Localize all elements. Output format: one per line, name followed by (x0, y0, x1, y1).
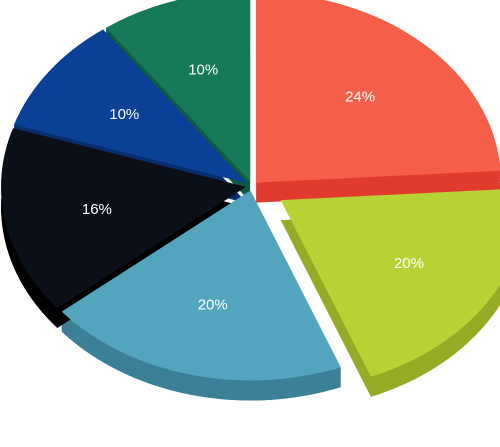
slice-label-4: 10% (109, 106, 139, 123)
slice-rim-1 (370, 284, 500, 397)
slice-label-3: 16% (82, 201, 112, 218)
slice-label-2: 20% (198, 297, 228, 314)
slice-0 (256, 0, 500, 183)
slice-2 (61, 190, 341, 381)
slice-labels: 24% 20% 20% 16% 10% 10% (82, 62, 424, 314)
slice-rim-2 (61, 311, 341, 401)
slice-1 (280, 189, 500, 377)
slice-tops (1, 0, 500, 381)
slice-label-5: 10% (188, 62, 218, 79)
slice-5 (106, 0, 251, 182)
slice-3 (1, 128, 247, 308)
slice-label-1: 20% (394, 255, 424, 272)
slice-4 (14, 29, 248, 184)
slice-label-0: 24% (345, 89, 375, 106)
